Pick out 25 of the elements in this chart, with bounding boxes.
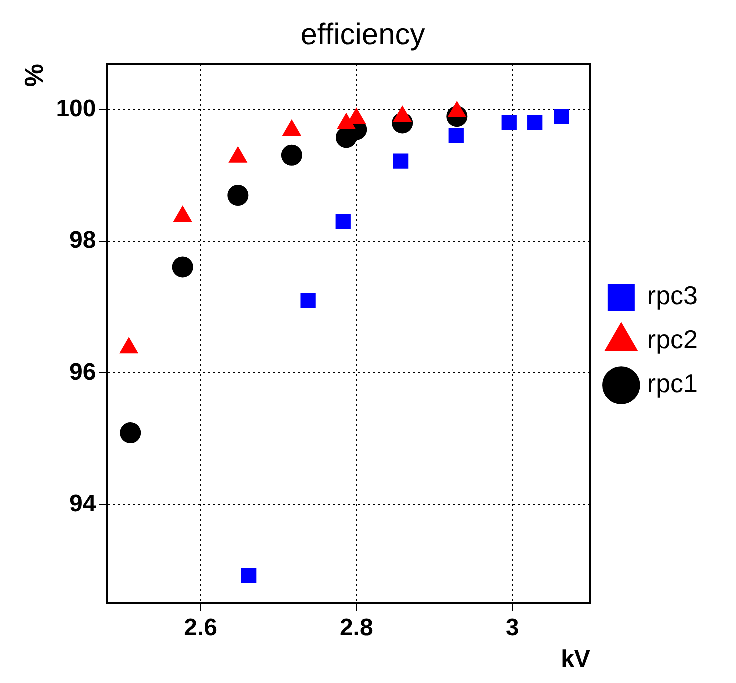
point	[393, 154, 409, 169]
y-tick-label: 98	[70, 227, 96, 254]
point	[228, 185, 249, 206]
legend-label: rpc2	[647, 324, 698, 355]
point	[242, 568, 257, 584]
point	[336, 214, 351, 230]
point	[554, 109, 570, 124]
y-axis-title: %	[18, 64, 49, 88]
point	[528, 114, 543, 130]
x-tick-label: 2.8	[340, 614, 374, 642]
x-axis-title: kV	[561, 646, 590, 674]
point	[281, 144, 302, 166]
chart-title: efficiency	[300, 18, 426, 52]
point	[502, 114, 517, 130]
legend-label: rpc1	[647, 368, 698, 399]
x-tick-label: 2.6	[184, 614, 218, 642]
y-tick-label: 100	[56, 96, 96, 123]
y-tick-label: 94	[70, 490, 97, 518]
point	[172, 256, 194, 278]
y-tick-label: 96	[70, 358, 96, 386]
point	[448, 128, 464, 144]
legend-label: rpc3	[647, 280, 698, 311]
point	[120, 422, 142, 444]
x-tick-label: 3	[506, 614, 520, 642]
point	[300, 293, 316, 308]
